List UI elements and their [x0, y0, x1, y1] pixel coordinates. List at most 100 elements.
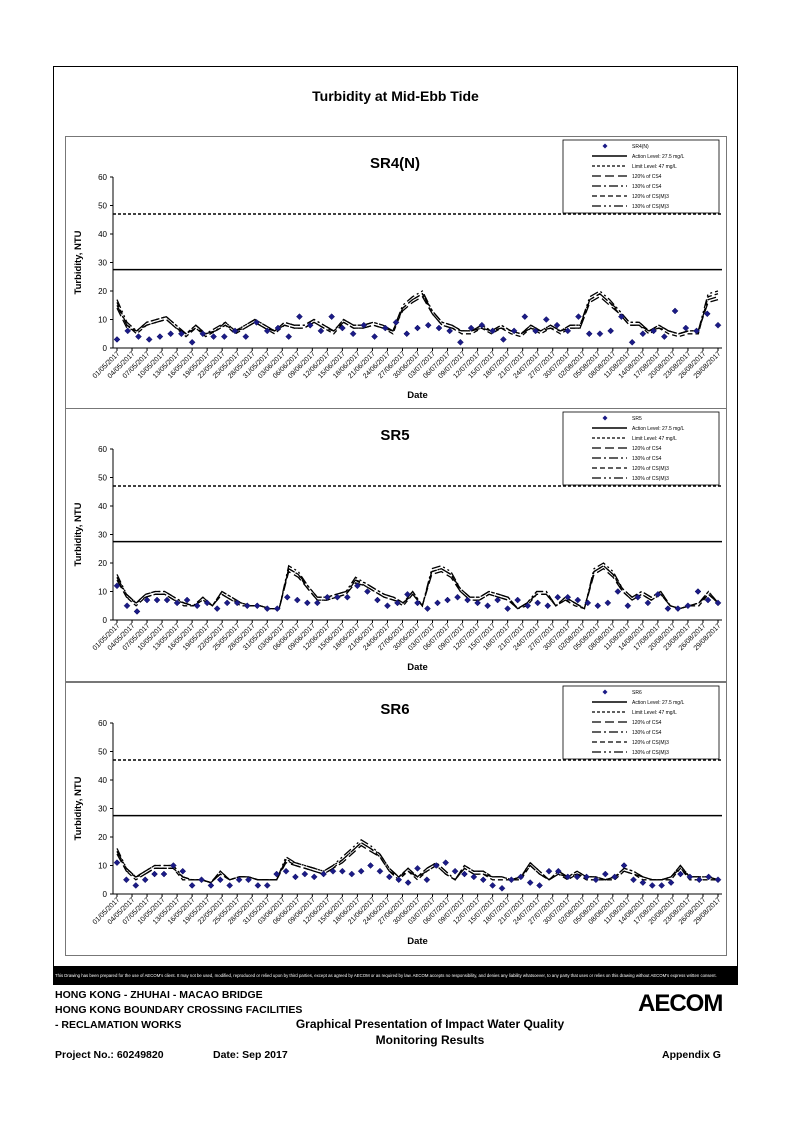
data-point: [395, 876, 403, 884]
x-axis-label: Date: [407, 936, 428, 947]
data-point: [592, 876, 600, 884]
data-point: [199, 330, 207, 338]
data-point: [630, 876, 637, 884]
data-point: [650, 327, 657, 335]
y-tick-label: 30: [98, 259, 107, 268]
data-point: [624, 602, 632, 610]
data-point: [124, 327, 132, 335]
y-tick-label: 20: [98, 559, 107, 568]
data-point: [714, 876, 722, 884]
legend-label: Limit Level: 47 mg/L: [632, 436, 677, 442]
data-point: [424, 321, 432, 329]
data-point: [451, 867, 459, 875]
data-point: [423, 876, 431, 884]
data-point: [173, 599, 181, 607]
data-point: [434, 599, 441, 607]
data-point: [233, 599, 241, 607]
data-point: [213, 605, 221, 612]
data-point: [446, 327, 454, 335]
data-point: [714, 599, 722, 607]
data-point: [648, 882, 656, 889]
data-point: [644, 599, 652, 607]
legend-label: 130% of CS(M)3: [632, 204, 669, 210]
data-point: [583, 873, 590, 881]
data-point: [432, 862, 440, 869]
data-point: [573, 873, 581, 881]
data-point: [620, 862, 628, 869]
y-tick-label: 50: [98, 748, 107, 757]
data-point: [601, 870, 609, 878]
data-point: [660, 333, 668, 340]
data-point: [553, 321, 561, 329]
data-point: [273, 605, 281, 612]
data-point: [263, 327, 271, 335]
data-point: [123, 876, 130, 884]
data-point: [235, 876, 243, 884]
y-tick-label: 60: [98, 173, 107, 182]
data-point: [367, 862, 374, 869]
data-point: [292, 873, 299, 881]
y-tick-label: 30: [98, 531, 107, 540]
data-point: [198, 876, 205, 884]
data-point: [285, 333, 293, 340]
data-point: [555, 867, 562, 875]
chart-title: SR5: [380, 427, 409, 444]
project-number: Project No.: 60249820: [55, 1049, 164, 1061]
data-point: [293, 596, 301, 604]
data-point: [693, 327, 700, 335]
data-point: [133, 608, 141, 615]
data-point: [604, 599, 612, 607]
data-point: [141, 876, 149, 884]
data-point: [188, 882, 196, 889]
data-point: [179, 867, 187, 875]
data-point: [584, 599, 592, 607]
data-point: [381, 324, 389, 332]
legend-label: SR4(N): [632, 144, 649, 150]
data-point: [364, 588, 371, 595]
data-point: [323, 593, 331, 601]
data-point: [542, 316, 550, 323]
project-line-3: - RECLAMATION WORKS: [55, 1019, 182, 1031]
data-point: [564, 327, 572, 335]
data-point: [226, 882, 234, 889]
data-point: [296, 313, 303, 321]
data-point: [404, 879, 412, 886]
legend-box: [562, 139, 720, 214]
data-point: [634, 593, 642, 601]
data-point: [163, 596, 171, 604]
data-point: [574, 596, 582, 604]
data-point: [671, 307, 679, 315]
data-point: [564, 873, 572, 881]
series-line-3: [116, 292, 719, 338]
data-point: [654, 590, 662, 598]
data-point: [348, 870, 356, 878]
data-point: [357, 867, 365, 875]
data-point: [534, 599, 542, 607]
data-point: [385, 873, 393, 881]
data-point: [667, 879, 675, 886]
data-point: [467, 324, 475, 332]
data-point: [575, 313, 582, 321]
data-point: [328, 313, 335, 321]
data-point: [454, 593, 461, 601]
data-point: [500, 336, 507, 343]
y-tick-label: 10: [98, 588, 107, 597]
legend-label: 120% of CS4: [632, 720, 662, 726]
chart-title: SR4(N): [370, 155, 420, 172]
data-point: [618, 313, 625, 321]
data-point: [461, 870, 468, 878]
chart-sr5: SR5 0 10 20 30 40 50 60 Turbidity, NTU 01/05/2017…: [65, 408, 727, 682]
chart-title: SR6: [380, 701, 409, 718]
document-title: Graphical Presentation of Impact Water Q…: [270, 1016, 590, 1048]
legend-label: Action Level: 27.5 mg/L: [632, 154, 684, 160]
data-point: [183, 596, 191, 604]
data-point: [611, 873, 619, 881]
legend-label: 120% of CS4: [632, 174, 662, 180]
data-point: [403, 330, 411, 338]
legend-marker: [602, 689, 608, 695]
legend-label: 130% of CS4: [632, 730, 662, 736]
data-point: [132, 882, 140, 889]
data-point: [479, 876, 487, 884]
aecom-logo: AECOM: [638, 990, 723, 1017]
data-point: [282, 867, 290, 875]
